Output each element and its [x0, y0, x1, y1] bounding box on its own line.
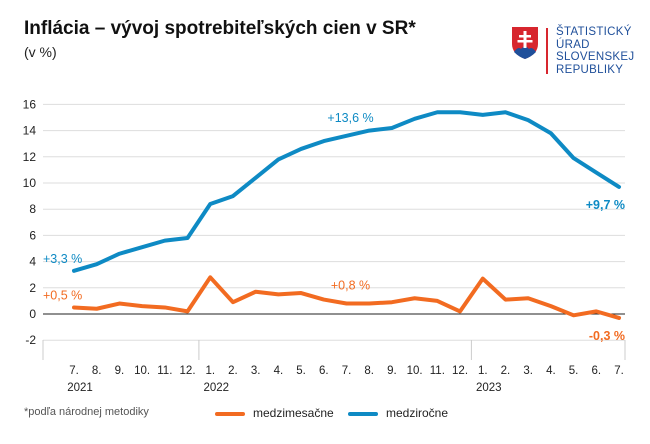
y-tick-label: 6: [29, 228, 36, 242]
y-tick-label: 2: [29, 281, 36, 295]
year-label: 2021: [67, 382, 93, 394]
y-tick-label: 10: [23, 176, 37, 190]
x-tick-label: 1.: [478, 365, 488, 377]
footnote: *podľa národnej metodiky: [24, 406, 149, 418]
legend-swatch: [215, 411, 245, 416]
year-label: 2022: [203, 382, 229, 394]
y-tick-label: 0: [29, 307, 36, 321]
logo-text: ŠTATISTICKÝ ÚRAD SLOVENSKEJ REPUBLIKY: [556, 26, 635, 76]
y-tick-label: 14: [23, 124, 37, 138]
year-label: 2023: [476, 382, 502, 394]
data-annotation: +0,8 %: [331, 279, 370, 293]
chart-subtitle: (v %): [24, 44, 57, 60]
x-tick-label: 9.: [387, 365, 397, 377]
series-line-yoy: [72, 110, 621, 273]
x-tick-label: 12.: [452, 365, 468, 377]
x-tick-label: 7.: [342, 365, 352, 377]
line-chart: -2 0 2 4 6 8 10 12 14 16 7. 8. 9. 10. 11. 12. 1. 2. 3. 4. 5.…: [23, 97, 626, 394]
data-annotation: +9,7 %: [586, 198, 625, 212]
x-tick-label: 6.: [319, 365, 329, 377]
y-tick-label: 4: [29, 255, 36, 269]
x-tick-label: 3.: [251, 365, 261, 377]
data-annotation: +3,3 %: [43, 252, 82, 266]
x-tick-label: 8.: [92, 365, 102, 377]
y-tick-label: 16: [23, 97, 37, 111]
data-annotation: +0,5 %: [43, 288, 82, 302]
x-tick-label: 12.: [180, 365, 196, 377]
x-tick-label: 2.: [501, 365, 511, 377]
slovak-coat-of-arms-icon: [512, 27, 538, 59]
legend-item-yoy: medziročne: [348, 406, 448, 420]
x-tick-label: 8.: [364, 365, 374, 377]
x-tick-label: 2.: [228, 365, 238, 377]
x-tick-label: 7.: [614, 365, 624, 377]
data-annotation: -0,3 %: [589, 329, 625, 343]
x-tick-label: 9.: [115, 365, 125, 377]
x-tick-label: 4.: [546, 365, 556, 377]
logo-divider: [546, 28, 548, 74]
x-tick-label: 1.: [205, 365, 215, 377]
x-tick-label: 5.: [296, 365, 306, 377]
x-tick-label: 4.: [274, 365, 284, 377]
legend-item-mom: medzimesačne: [215, 406, 334, 420]
x-tick-label: 11.: [430, 365, 445, 377]
x-tick-label: 3.: [523, 365, 533, 377]
data-annotation: +13,6 %: [327, 111, 373, 125]
chart-title: Inflácia – vývoj spotrebiteľských cien v…: [24, 18, 416, 39]
x-tick-label: 7.: [69, 365, 79, 377]
y-tick-label: 12: [23, 150, 37, 164]
x-tick-label: 10.: [134, 365, 150, 377]
y-tick-label: 8: [29, 202, 36, 216]
legend-swatch: [348, 411, 378, 416]
y-tick-label: -2: [25, 333, 36, 347]
x-tick-label: 6.: [591, 365, 601, 377]
x-tick-label: 5.: [569, 365, 579, 377]
x-tick-label: 11.: [157, 365, 172, 377]
x-tick-label: 10.: [407, 365, 423, 377]
